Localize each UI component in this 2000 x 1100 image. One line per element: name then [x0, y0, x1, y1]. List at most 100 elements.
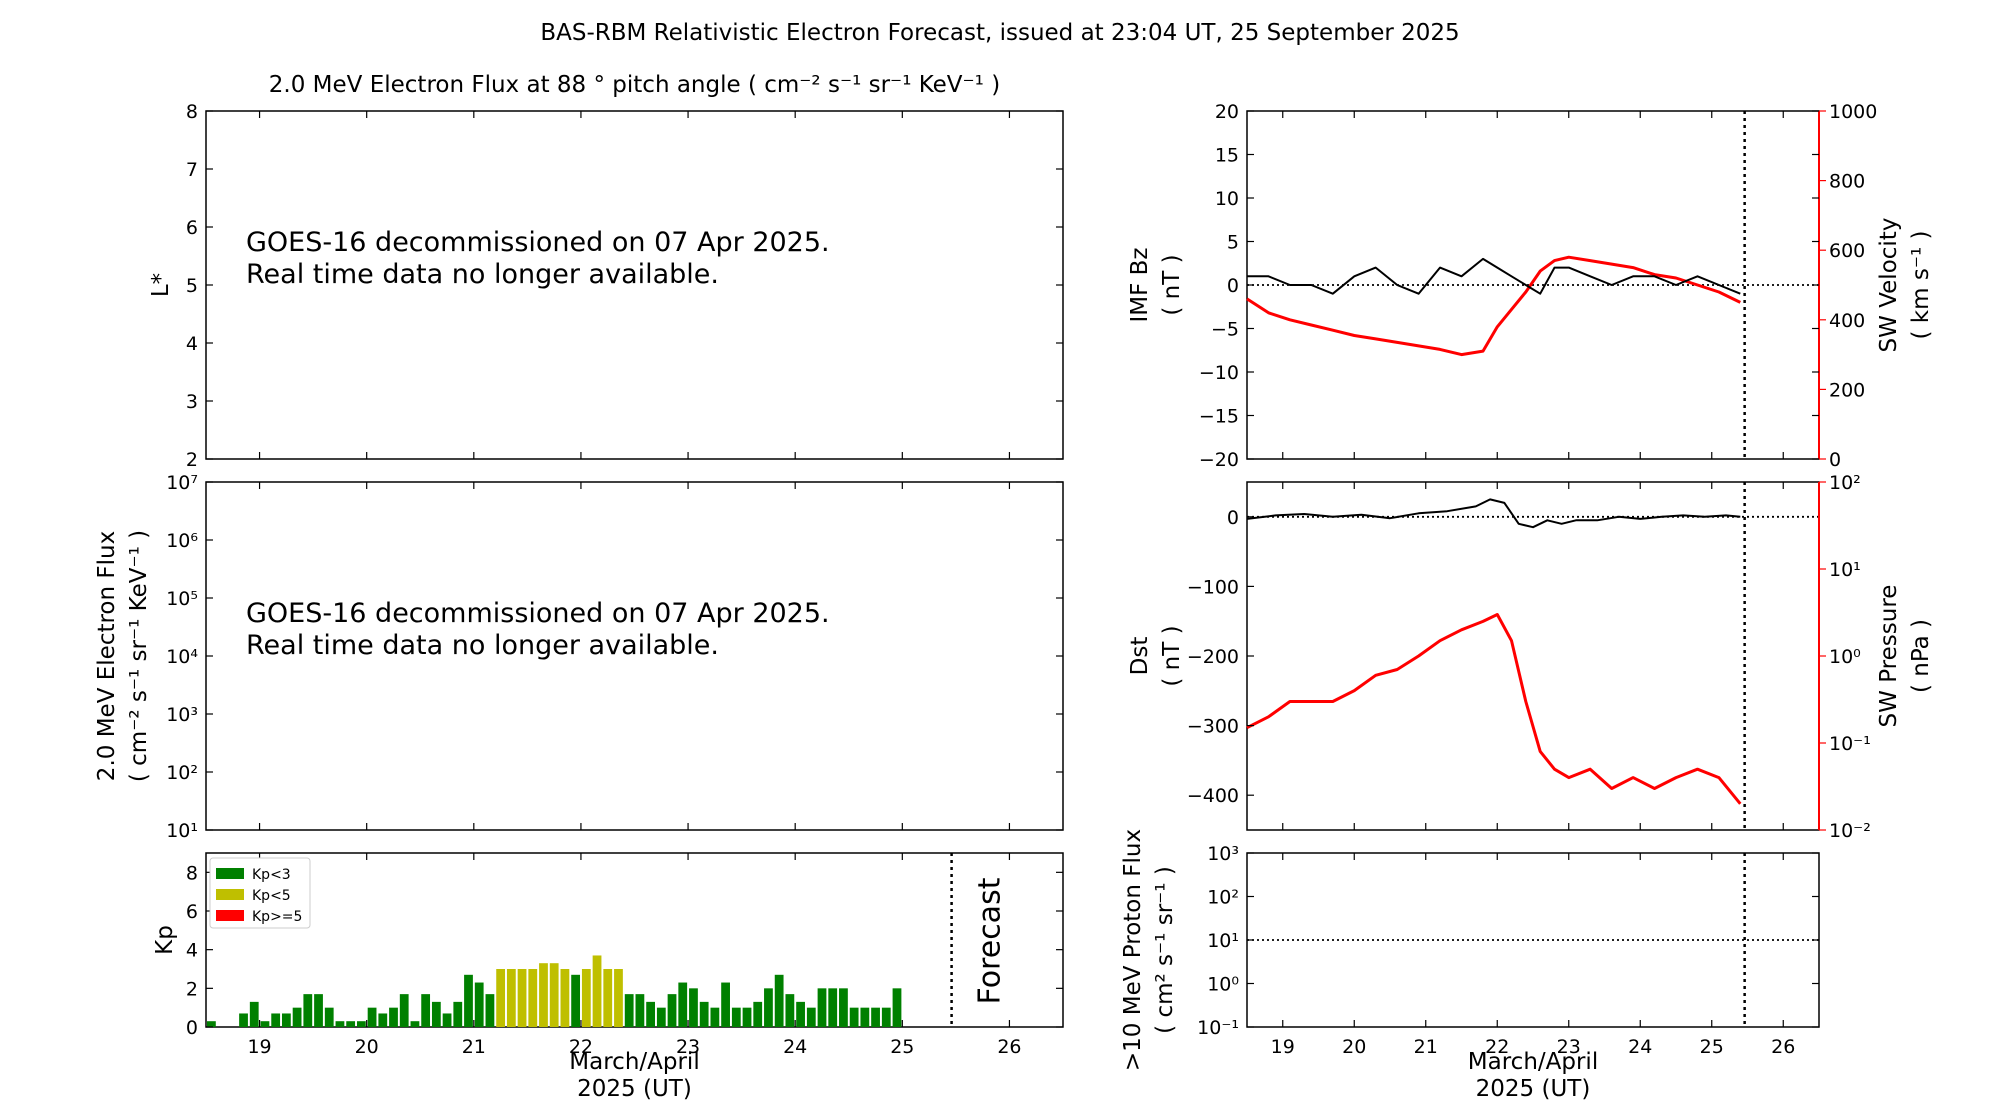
y2-tick-label: 10² — [1829, 472, 1861, 494]
kp-bar — [539, 963, 548, 1027]
sw-velocity-series — [1246, 255, 1741, 357]
kp-bar — [710, 1007, 720, 1027]
kp-bar — [207, 1021, 216, 1027]
kp-bar — [603, 969, 613, 1027]
kp-bar — [731, 1007, 741, 1027]
imf-bz-series — [1247, 257, 1741, 295]
kp-bar — [828, 988, 838, 1027]
kp-bar — [485, 994, 495, 1027]
y-tick-label: 10⁶ — [166, 530, 198, 552]
kp-bar — [721, 982, 730, 1027]
kp-bar — [624, 994, 634, 1027]
y-tick-label: 8 — [186, 101, 198, 123]
y-tick-label: 5 — [1227, 232, 1239, 254]
kp-bar — [335, 1021, 345, 1027]
dst-series — [1246, 498, 1741, 529]
y-tick-label: −15 — [1199, 406, 1239, 428]
kp-bar — [346, 1021, 356, 1027]
y-tick-label: 10⁷ — [166, 472, 198, 494]
panel-title: 2.0 MeV Electron Flux at 88 ° pitch angl… — [269, 72, 1000, 98]
kp-bar — [378, 1013, 388, 1027]
kp-bar — [239, 1013, 248, 1027]
kp-bar — [571, 974, 581, 1027]
y-axis-label: ( cm² s⁻¹ sr⁻¹ ) — [1152, 866, 1178, 1034]
y-tick-label: 10² — [166, 762, 198, 784]
x-tick-label: 25 — [1700, 1036, 1724, 1058]
y-tick-label: 2 — [186, 978, 198, 1000]
no-data-message: GOES-16 decommissioned on 07 Apr 2025. — [246, 598, 830, 629]
legend-swatch — [216, 889, 244, 900]
x-tick-label: 20 — [355, 1036, 379, 1058]
y-tick-label: 10¹ — [1207, 930, 1239, 952]
legend: Kp<3 Kp<5 Kp>=5 — [209, 857, 311, 929]
y-tick-label: −10 — [1199, 362, 1239, 384]
y-tick-label: 10⁴ — [166, 646, 198, 668]
y2-axis-label: ( km s⁻¹ ) — [1908, 231, 1934, 340]
legend-label: Kp>=5 — [252, 909, 302, 925]
kp-bar — [249, 1001, 259, 1027]
legend-label: Kp<3 — [252, 867, 291, 883]
y2-tick-label: 10⁻² — [1829, 820, 1871, 842]
kp-bar — [549, 963, 559, 1027]
y-tick-label: 2 — [186, 449, 198, 471]
kp-bar — [699, 1001, 709, 1027]
y-axis-label: L* — [148, 273, 174, 297]
kp-bar — [581, 969, 591, 1027]
y2-axis-label: SW Pressure — [1876, 585, 1902, 728]
y-tick-label: −5 — [1211, 319, 1239, 341]
y-tick-label: 8 — [186, 862, 198, 884]
x-tick-label: 22 — [569, 1036, 593, 1058]
kp-bar — [410, 1021, 420, 1027]
kp-bar — [314, 994, 323, 1027]
kp-bar — [324, 1007, 334, 1027]
no-data-message: GOES-16 decommissioned on 07 Apr 2025. — [246, 227, 830, 258]
plot-frame — [205, 852, 1064, 1028]
kp-bar — [764, 988, 773, 1027]
y-tick-label: 10⁰ — [1207, 974, 1239, 996]
x-tick-label: 21 — [1414, 1036, 1438, 1058]
x-tick-label: 22 — [1485, 1036, 1509, 1058]
x-tick-label: 26 — [997, 1036, 1021, 1058]
y-tick-label: 10² — [1207, 887, 1239, 909]
y-tick-label: 4 — [186, 940, 198, 962]
y2-tick-label: 800 — [1829, 171, 1865, 193]
forecast-label: Forecast — [973, 877, 1008, 1004]
y-axis-label: Kp — [152, 925, 178, 955]
y2-axis-label: SW Velocity — [1876, 218, 1902, 353]
plot-frame — [1246, 481, 1820, 831]
panel-imf: −20−15−10−50510152002004006008001000IMF … — [1127, 101, 1934, 471]
y-axis-label: ( cm⁻² s⁻¹ sr⁻¹ KeV⁻¹ ) — [126, 530, 152, 782]
y2-tick-label: 600 — [1829, 240, 1865, 262]
y-axis-label: Dst — [1127, 637, 1153, 676]
kp-bar — [399, 994, 409, 1027]
x-tick-label: 26 — [1771, 1036, 1795, 1058]
kp-bar — [785, 994, 795, 1027]
y-tick-label: 7 — [186, 159, 198, 181]
y-tick-label: 0 — [1227, 275, 1239, 297]
x-tick-label: 23 — [1557, 1036, 1581, 1058]
panel-lstar: 2 3 4 5 6 7 8 2.0 MeV Electron Flux at 88 ° pit… — [148, 72, 1064, 471]
y-tick-label: 0 — [1227, 507, 1239, 529]
x-axis-label: March/April — [569, 1049, 699, 1075]
panel-eflux: 10¹ 10² 10³ 10⁴ 10⁵ 10⁶ 10⁷ 2.0 MeV Electron Fl… — [94, 472, 1064, 842]
y2-tick-label: 1000 — [1829, 101, 1877, 123]
main-title: BAS-RBM Relativistic Electron Forecast, … — [540, 20, 1459, 46]
kp-bar — [431, 1001, 441, 1027]
y-axis-label: ( nT ) — [1159, 254, 1185, 315]
no-data-message: Real time data no longer available. — [246, 630, 719, 661]
kp-bar — [421, 994, 431, 1027]
y-tick-label: 3 — [186, 391, 198, 413]
kp-bar — [646, 1001, 655, 1027]
x-tick-label: 24 — [783, 1036, 807, 1058]
x-tick-label: 19 — [1271, 1036, 1295, 1058]
x-tick-label: 23 — [676, 1036, 700, 1058]
kp-bar — [881, 1007, 891, 1027]
y-tick-label: 10³ — [166, 704, 198, 726]
y2-tick-label: 400 — [1829, 310, 1865, 332]
kp-bar — [517, 969, 527, 1027]
kp-bar — [474, 982, 484, 1027]
kp-bar — [860, 1007, 870, 1027]
